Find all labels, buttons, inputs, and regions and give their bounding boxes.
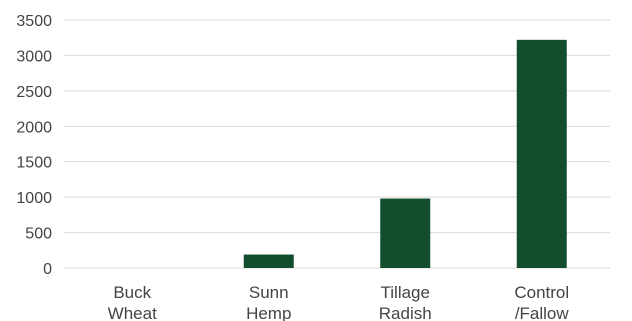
x-category-label: Sunn Hemp (246, 283, 291, 321)
y-axis-tick-labels: 0 500 1000 1500 2000 2500 3000 3500 (16, 13, 52, 278)
bar (516, 39, 567, 269)
y-tick-label: 3000 (16, 48, 52, 65)
y-tick-label: 2500 (16, 84, 52, 101)
bars (243, 39, 567, 269)
x-category-label: Control/Fallow (514, 283, 569, 321)
bar (243, 254, 294, 268)
x-axis-category-labels: Buck Wheat Sunn Hemp Tillage Radish Control/Fa… (108, 283, 570, 321)
x-category-label: Buck Wheat (108, 283, 157, 321)
y-tick-label: 3500 (16, 13, 52, 30)
y-tick-label: 1500 (16, 155, 52, 172)
gridlines (64, 19, 610, 269)
y-tick-label: 1000 (16, 190, 52, 207)
x-category-label: Tillage Radish (379, 283, 432, 321)
y-tick-label: 2000 (16, 119, 52, 136)
y-tick-label: 0 (43, 261, 52, 278)
bar (380, 198, 431, 268)
y-tick-label: 500 (25, 226, 52, 243)
